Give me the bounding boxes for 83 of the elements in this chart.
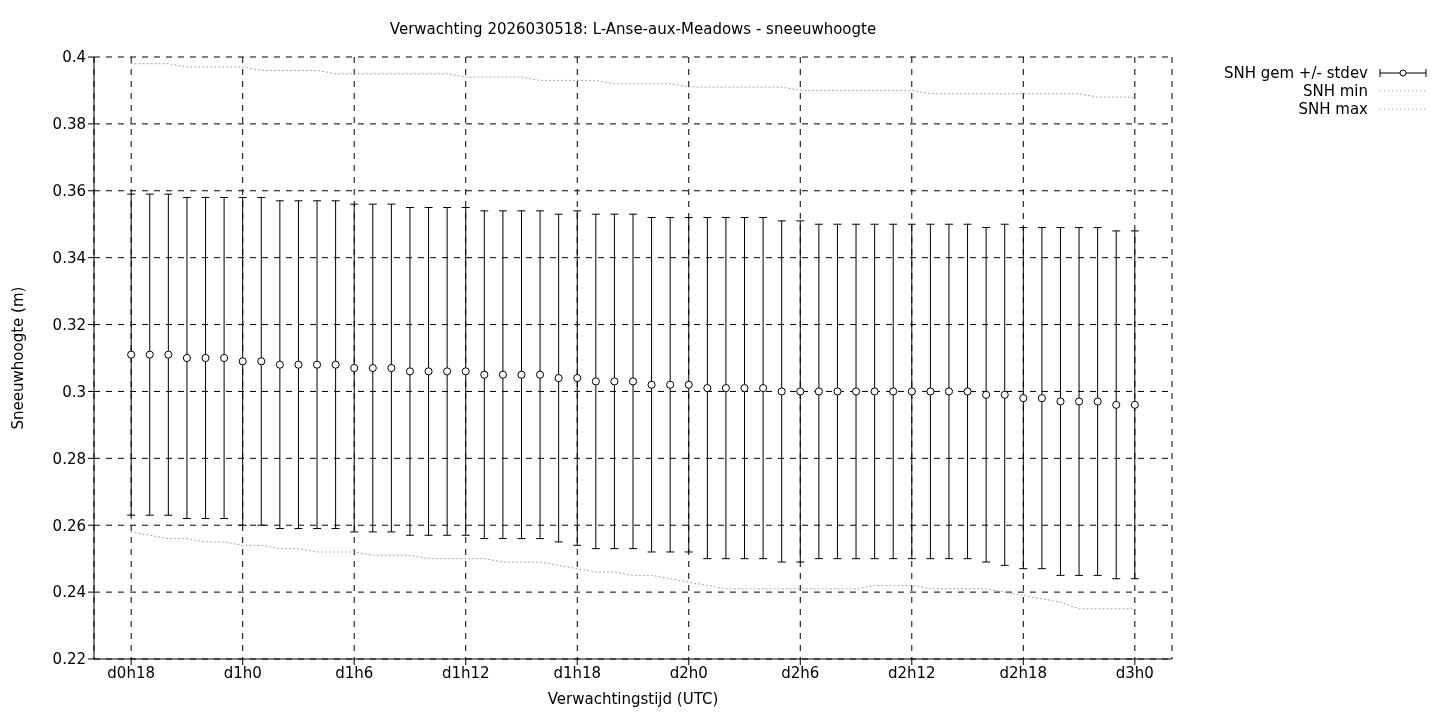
point <box>164 350 173 359</box>
x-axis-title: Verwachtingstijd (UTC) <box>546 690 720 708</box>
point <box>610 377 619 386</box>
legend-label: SNH min <box>1302 82 1368 100</box>
point <box>759 384 768 393</box>
point <box>796 387 805 396</box>
point <box>944 387 954 396</box>
point <box>721 384 730 393</box>
point <box>851 387 861 396</box>
point <box>833 387 842 396</box>
chart-title: Verwachting 2026030518: L-Anse-aux-Meadows - sneeuwhoogte <box>388 20 878 38</box>
point <box>963 387 972 396</box>
point <box>666 380 675 389</box>
point <box>591 377 600 386</box>
y-axis-title: Sneeuwhoogte (m) <box>9 286 27 430</box>
point <box>1037 394 1046 403</box>
point <box>238 357 247 366</box>
point <box>405 367 415 376</box>
point <box>1056 397 1065 406</box>
x-tick-label: d2h18 <box>999 663 1048 682</box>
y-tick-label: 0.4 <box>62 48 86 67</box>
point <box>1019 394 1028 403</box>
point <box>312 360 322 369</box>
point <box>1000 390 1009 399</box>
point <box>1093 397 1102 406</box>
point <box>889 387 898 396</box>
point <box>387 363 396 373</box>
point <box>1112 400 1121 409</box>
point <box>1075 397 1084 406</box>
point <box>350 363 359 373</box>
point <box>647 380 656 389</box>
point <box>294 360 303 369</box>
x-tick-label: d1h6 <box>335 663 374 682</box>
point <box>536 370 545 379</box>
y-tick-label: 0.26 <box>52 516 86 535</box>
point <box>573 374 582 383</box>
x-tick-label: d2h12 <box>887 663 936 682</box>
point <box>554 374 563 383</box>
line-series <box>130 531 1136 610</box>
x-tick-label: d1h18 <box>553 663 602 682</box>
point <box>480 370 489 379</box>
point <box>703 384 712 393</box>
y-tick-label: 0.36 <box>52 182 86 201</box>
y-tick-label: 0.38 <box>52 115 86 134</box>
point <box>628 377 638 386</box>
point <box>684 380 693 389</box>
point <box>145 350 154 359</box>
y-tick-label: 0.3 <box>62 382 86 401</box>
point <box>424 367 433 376</box>
line-series <box>130 63 1136 98</box>
point <box>517 370 526 379</box>
y-tick-label: 0.34 <box>52 248 86 267</box>
point <box>257 357 266 366</box>
point <box>443 367 452 376</box>
point <box>740 384 749 393</box>
point <box>982 390 991 399</box>
y-tick-label: 0.28 <box>52 449 86 468</box>
point <box>201 353 210 363</box>
point <box>461 367 470 376</box>
point <box>331 360 340 369</box>
point <box>777 387 786 396</box>
legend-label: SNH max <box>1298 100 1368 118</box>
y-tick-label: 0.22 <box>52 650 86 669</box>
point <box>368 363 377 373</box>
x-tick-label: d2h6 <box>781 663 820 682</box>
point <box>926 387 935 396</box>
legend-label: SNH gem +/- stdev <box>1223 64 1368 82</box>
point <box>127 350 136 359</box>
x-tick-label: d3h0 <box>1115 663 1154 682</box>
point <box>870 387 879 396</box>
point <box>814 387 823 396</box>
y-tick-label: 0.32 <box>52 315 86 334</box>
point <box>907 387 916 396</box>
point <box>182 353 191 363</box>
point <box>498 370 507 379</box>
y-tick-label: 0.24 <box>52 583 86 602</box>
x-tick-label: d2h0 <box>669 663 708 682</box>
point <box>1130 400 1139 409</box>
point <box>275 360 284 369</box>
x-tick-label: d1h12 <box>441 663 490 682</box>
x-tick-label: d1h0 <box>223 663 262 682</box>
point <box>220 353 229 363</box>
x-tick-label: d0h18 <box>107 663 156 682</box>
